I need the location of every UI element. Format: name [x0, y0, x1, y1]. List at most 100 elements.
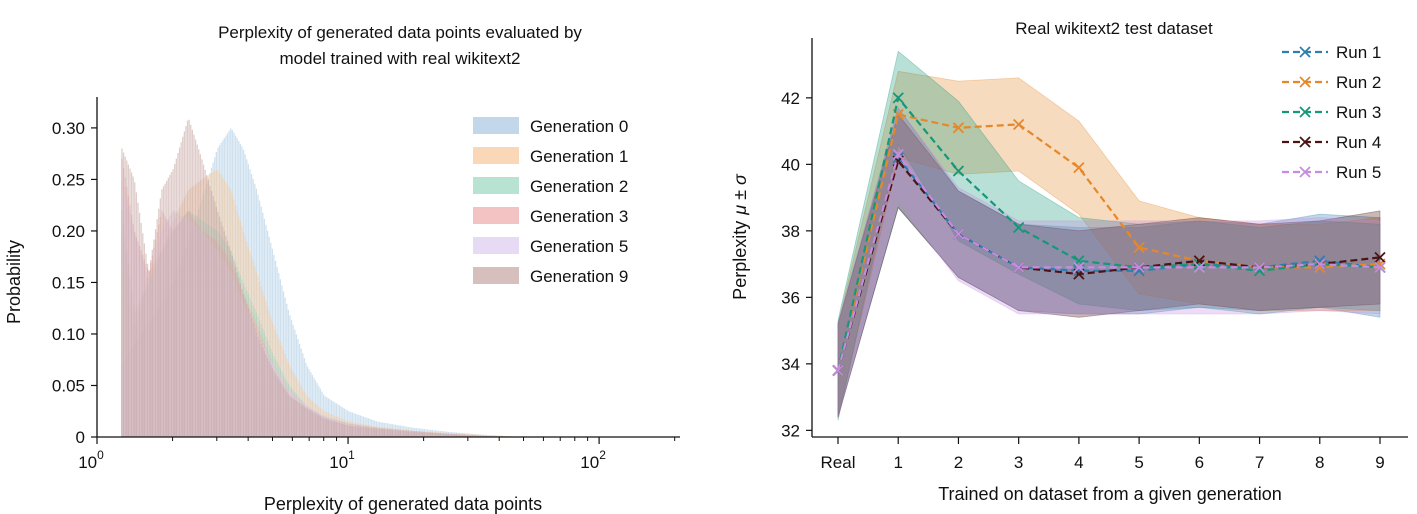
histogram-title-line-2: model trained with real wikitext2	[280, 49, 521, 68]
legend-label: Generation 2	[530, 177, 628, 196]
legend-swatch-generation-1	[473, 147, 519, 164]
legend-label: Generation 5	[530, 237, 628, 256]
histogram-y-tick-label: 0.30	[52, 119, 85, 138]
histogram-x-ticks: 100 101 102	[78, 437, 676, 472]
line-chart-y-axis-title-math: μ ± σ	[730, 173, 750, 216]
line-chart-x-tick-label: 3	[1014, 453, 1023, 472]
legend-swatch-generation-5	[473, 237, 519, 254]
histogram-y-ticks: 0 0.05 0.10 0.15 0.20 0.25 0.30	[52, 119, 97, 447]
histogram-y-axis-title: Probability	[4, 240, 24, 324]
legend-swatch-generation-0	[473, 117, 519, 134]
line-chart-x-tick-label: 1	[893, 453, 902, 472]
data-point-run-2	[1073, 162, 1085, 174]
legend-marker-run-3	[1299, 106, 1311, 118]
line-chart-x-tick-label: 6	[1195, 453, 1204, 472]
histogram-series-generation-9	[121, 119, 525, 438]
histogram-bars	[121, 119, 525, 438]
histogram-y-tick-label: 0.20	[52, 222, 85, 241]
std-band-run-2	[837, 70, 1381, 418]
histogram-x-tick-label: 101	[329, 448, 355, 472]
data-point-run-2	[1013, 118, 1025, 131]
histogram-chart: Perplexity of generated data points eval…	[4, 23, 680, 514]
data-point-run-5	[952, 228, 965, 240]
data-point-run-2	[1133, 241, 1145, 254]
legend-marker-run-1	[1299, 46, 1311, 58]
line-chart-title: Real wikitext2 test dataset	[1015, 19, 1213, 38]
legend-swatch-generation-9	[473, 267, 519, 284]
data-point-run-5	[1073, 261, 1085, 274]
data-point-run-5	[1133, 261, 1145, 274]
line-chart-y-tick-label: 32	[781, 421, 800, 440]
line-chart-x-axis-title: Trained on dataset from a given generati…	[938, 484, 1282, 504]
histogram-x-tick-base: 10	[580, 453, 599, 472]
line-chart-y-tick-label: 38	[781, 222, 800, 241]
line-chart-x-tick-label: 8	[1315, 453, 1324, 472]
line-chart-std-bands	[837, 50, 1381, 421]
histogram-x-tick-base: 10	[78, 453, 97, 472]
std-band-run-5	[837, 106, 1381, 418]
histogram-y-tick-label: 0	[76, 428, 85, 447]
data-point-run-5	[1193, 261, 1205, 274]
data-point-run-5	[1374, 261, 1386, 274]
histogram-y-tick-label: 0.05	[52, 376, 85, 395]
legend-label: Run 2	[1336, 73, 1381, 92]
data-point-run-3	[952, 165, 965, 177]
histogram-x-tick-label: 102	[580, 448, 606, 472]
histogram-x-tick-exponent: 2	[599, 448, 606, 462]
histogram-y-tick-label: 0.10	[52, 325, 85, 344]
histogram-x-tick-exponent: 1	[348, 448, 355, 462]
line-chart-y-axis-title: Perplexity μ ± σ	[730, 173, 750, 300]
line-chart-x-tick-label: 5	[1134, 453, 1143, 472]
series-line-run-2	[836, 113, 1381, 371]
line-chart-y-tick-label: 42	[781, 89, 800, 108]
histogram-x-tick-label: 100	[78, 448, 104, 472]
data-point-run-5	[892, 148, 904, 161]
data-point-run-4	[1374, 251, 1386, 264]
line-chart: Real wikitext2 test dataset 323436384042…	[730, 19, 1408, 504]
line-chart-legend: Run 1 Run 2 Run 3 Run 4 Run 5	[1282, 43, 1381, 182]
line-chart-series	[832, 92, 1386, 377]
histogram-x-tick-exponent: 0	[97, 448, 104, 462]
legend-marker-run-5	[1299, 166, 1311, 178]
legend-label: Generation 0	[530, 117, 628, 136]
line-chart-x-tick-label: 2	[954, 453, 963, 472]
histogram-y-tick-label: 0.25	[52, 170, 85, 189]
series-run-5	[832, 148, 1386, 377]
line-chart-x-tick-label: 9	[1375, 453, 1384, 472]
data-point-run-5	[1253, 261, 1266, 274]
line-chart-y-tick-label: 34	[781, 355, 800, 374]
data-point-run-2	[952, 122, 965, 134]
legend-label: Run 4	[1336, 133, 1381, 152]
line-chart-y-tick-label: 40	[781, 155, 800, 174]
histogram-title-line-1: Perplexity of generated data points eval…	[218, 23, 582, 42]
line-chart-y-ticks: 32 34 36 38 40 42	[781, 89, 812, 440]
data-point-run-3	[1013, 221, 1025, 234]
legend-label: Generation 3	[530, 207, 628, 226]
line-chart-y-tick-label: 36	[781, 288, 800, 307]
legend-marker-run-4	[1299, 136, 1311, 148]
legend-label: Run 3	[1336, 103, 1381, 122]
std-band-run-3	[837, 50, 1381, 421]
data-point-run-5	[832, 364, 844, 377]
series-line-run-3	[836, 95, 1381, 371]
legend-label: Generation 1	[530, 147, 628, 166]
legend-swatch-generation-3	[473, 207, 519, 224]
line-chart-x-tick-label: 4	[1074, 453, 1083, 472]
histogram-x-axis-title: Perplexity of generated data points	[264, 494, 542, 514]
histogram-bars-path	[121, 119, 525, 438]
legend-label: Run 1	[1336, 43, 1381, 62]
data-point-run-3	[892, 92, 904, 104]
data-point-run-5	[1314, 258, 1326, 270]
line-chart-y-axis-title-text: Perplexity	[730, 221, 750, 300]
histogram-y-tick-label: 0.15	[52, 273, 85, 292]
line-chart-x-tick-label: Real	[821, 453, 856, 472]
line-chart-x-ticks: Real 1 2 3 4 5 6 7 8 9	[821, 437, 1385, 472]
std-band-run-1	[837, 106, 1381, 418]
series-line-run-5	[836, 151, 1381, 371]
std-band-run-4	[837, 113, 1381, 418]
line-chart-x-tick-label: 7	[1255, 453, 1264, 472]
histogram-legend: Generation 0 Generation 1 Generation 2 Gene…	[473, 117, 628, 286]
histogram-x-tick-base: 10	[329, 453, 348, 472]
legend-label: Generation 9	[530, 267, 628, 286]
